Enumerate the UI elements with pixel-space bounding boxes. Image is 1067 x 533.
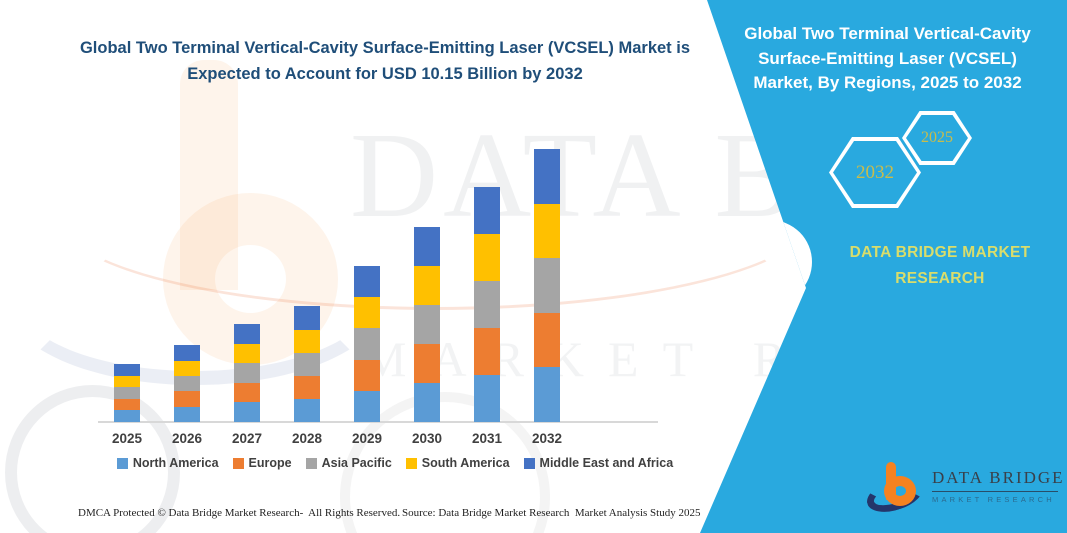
x-axis-label-2027: 2027 <box>231 431 263 446</box>
bar-segment-north-america <box>174 406 200 422</box>
bar-segment-south-america <box>174 360 200 377</box>
bar-segment-europe <box>474 327 500 375</box>
company-logo: DATA BRIDGE MARKET RESEARCH <box>862 456 1064 520</box>
bar-segment-middle-east-and-africa <box>474 186 500 234</box>
bar-segment-south-america <box>114 375 140 388</box>
bar-segment-europe <box>234 382 260 403</box>
legend-swatch-icon <box>405 457 417 469</box>
stacked-bar-2031 <box>474 186 500 422</box>
page-title-line2: Expected to Account for USD 10.15 Billio… <box>187 64 583 83</box>
bar-segment-europe <box>414 344 440 383</box>
hexagon-2025: 2025 <box>902 111 972 165</box>
bar-segment-middle-east-and-africa <box>414 227 440 266</box>
legend-swatch-icon <box>116 457 128 469</box>
bar-segment-asia-pacific <box>234 363 260 383</box>
legend-label: Middle East and Africa <box>539 456 674 470</box>
legend-label: Europe <box>248 456 292 470</box>
panel-title-line1: Global Two Terminal Vertical-Cavity <box>744 24 1031 43</box>
logo-name: DATA BRIDGE <box>932 468 1065 487</box>
x-axis-label-2026: 2026 <box>171 431 203 446</box>
bar-segment-north-america <box>354 390 380 422</box>
bar-segment-north-america <box>414 383 440 422</box>
stacked-bar-2032 <box>534 149 560 422</box>
stacked-bar-2025 <box>114 363 140 422</box>
bar-segment-south-america <box>234 343 260 364</box>
bar-segment-middle-east-and-africa <box>114 363 140 376</box>
hexagon-2032: 2032 <box>829 137 921 208</box>
bar-segment-europe <box>114 398 140 411</box>
chart: 2025 2026 2027 2028 2029 2030 2031 2032 North A… <box>95 140 695 470</box>
x-axis-label-2025: 2025 <box>111 431 143 446</box>
x-axis-label-2028: 2028 <box>291 431 323 446</box>
hexagon-2025-label: 2025 <box>906 115 968 161</box>
bar-segment-asia-pacific <box>414 305 440 344</box>
stacked-bar-2026 <box>174 345 200 422</box>
bar-segment-north-america <box>534 367 560 422</box>
bar-segment-north-america <box>294 398 320 422</box>
bar-segment-middle-east-and-africa <box>354 266 380 298</box>
stacked-bar-2030 <box>414 227 440 422</box>
logo-text-block: DATA BRIDGE MARKET RESEARCH <box>932 468 1064 504</box>
bar-segment-europe <box>294 375 320 399</box>
legend-item-europe: Europe <box>232 456 292 470</box>
hexagon-2032-label: 2032 <box>833 141 917 204</box>
legend-item-south-america: South America <box>405 456 510 470</box>
bar-segment-north-america <box>234 402 260 422</box>
chart-legend: North America Europe Asia Pacific South Ame… <box>95 456 695 470</box>
bar-segment-asia-pacific <box>294 352 320 376</box>
panel-title-line2: Surface-Emitting Laser (VCSEL) <box>758 48 1017 68</box>
bar-segment-europe <box>354 359 380 391</box>
x-axis-line <box>98 421 658 423</box>
x-axis-label-2032: 2032 <box>531 431 563 446</box>
panel-title: Global Two Terminal Vertical-Cavity Surf… <box>735 22 1040 96</box>
bar-segment-europe <box>174 391 200 407</box>
bar-segment-north-america <box>114 410 140 422</box>
bar-segment-south-america <box>534 203 560 259</box>
bar-segment-asia-pacific <box>534 258 560 313</box>
bar-segment-middle-east-and-africa <box>174 345 200 361</box>
logo-divider <box>932 491 1058 492</box>
bar-segment-south-america <box>294 329 320 353</box>
bar-segment-middle-east-and-africa <box>234 324 260 344</box>
x-axis-label-2030: 2030 <box>411 431 443 446</box>
bar-segment-south-america <box>354 297 380 329</box>
legend-swatch-icon <box>523 457 535 469</box>
legend-item-asia-pacific: Asia Pacific <box>305 456 392 470</box>
legend-item-middle-east-and-africa: Middle East and Africa <box>523 456 674 470</box>
bar-segment-south-america <box>414 266 440 305</box>
legend-swatch-icon <box>305 457 317 469</box>
bar-segment-europe <box>534 312 560 368</box>
x-axis-label-2031: 2031 <box>471 431 503 446</box>
legend-label: North America <box>132 456 219 470</box>
x-axis-label-2029: 2029 <box>351 431 383 446</box>
legend-swatch-icon <box>232 457 244 469</box>
stacked-bar-2028 <box>294 306 320 422</box>
x-axis-labels: 2025 2026 2027 2028 2029 2030 2031 2032 <box>95 431 658 451</box>
bar-segment-asia-pacific <box>114 387 140 399</box>
logo-subtext: MARKET RESEARCH <box>932 495 1055 504</box>
bar-segment-asia-pacific <box>354 328 380 360</box>
bar-segment-asia-pacific <box>474 280 500 328</box>
stacked-bar-2027 <box>234 324 260 422</box>
page-title: Global Two Terminal Vertical-Cavity Surf… <box>75 36 695 87</box>
footer-source-text: Source: Data Bridge Market Research Mark… <box>402 507 701 519</box>
bar-segment-middle-east-and-africa <box>294 306 320 330</box>
stacked-bar-2029 <box>354 266 380 422</box>
legend-item-north-america: North America <box>116 456 219 470</box>
bar-segment-middle-east-and-africa <box>534 149 560 204</box>
logo-b-bowl-icon <box>884 476 916 506</box>
legend-label: South America <box>421 456 510 470</box>
bar-segment-asia-pacific <box>174 376 200 392</box>
footer-dmca-text: DMCA Protected © Data Bridge Market Rese… <box>78 507 401 519</box>
panel-title-line3: Market, By Regions, 2025 to 2032 <box>753 73 1022 93</box>
legend-label: Asia Pacific <box>321 456 392 470</box>
page-title-line1: Global Two Terminal Vertical-Cavity Surf… <box>79 39 691 57</box>
panel-brand-text: DATA BRIDGE MARKET RESEARCH <box>849 244 1031 287</box>
bar-segment-north-america <box>474 374 500 422</box>
bar-segment-south-america <box>474 233 500 281</box>
